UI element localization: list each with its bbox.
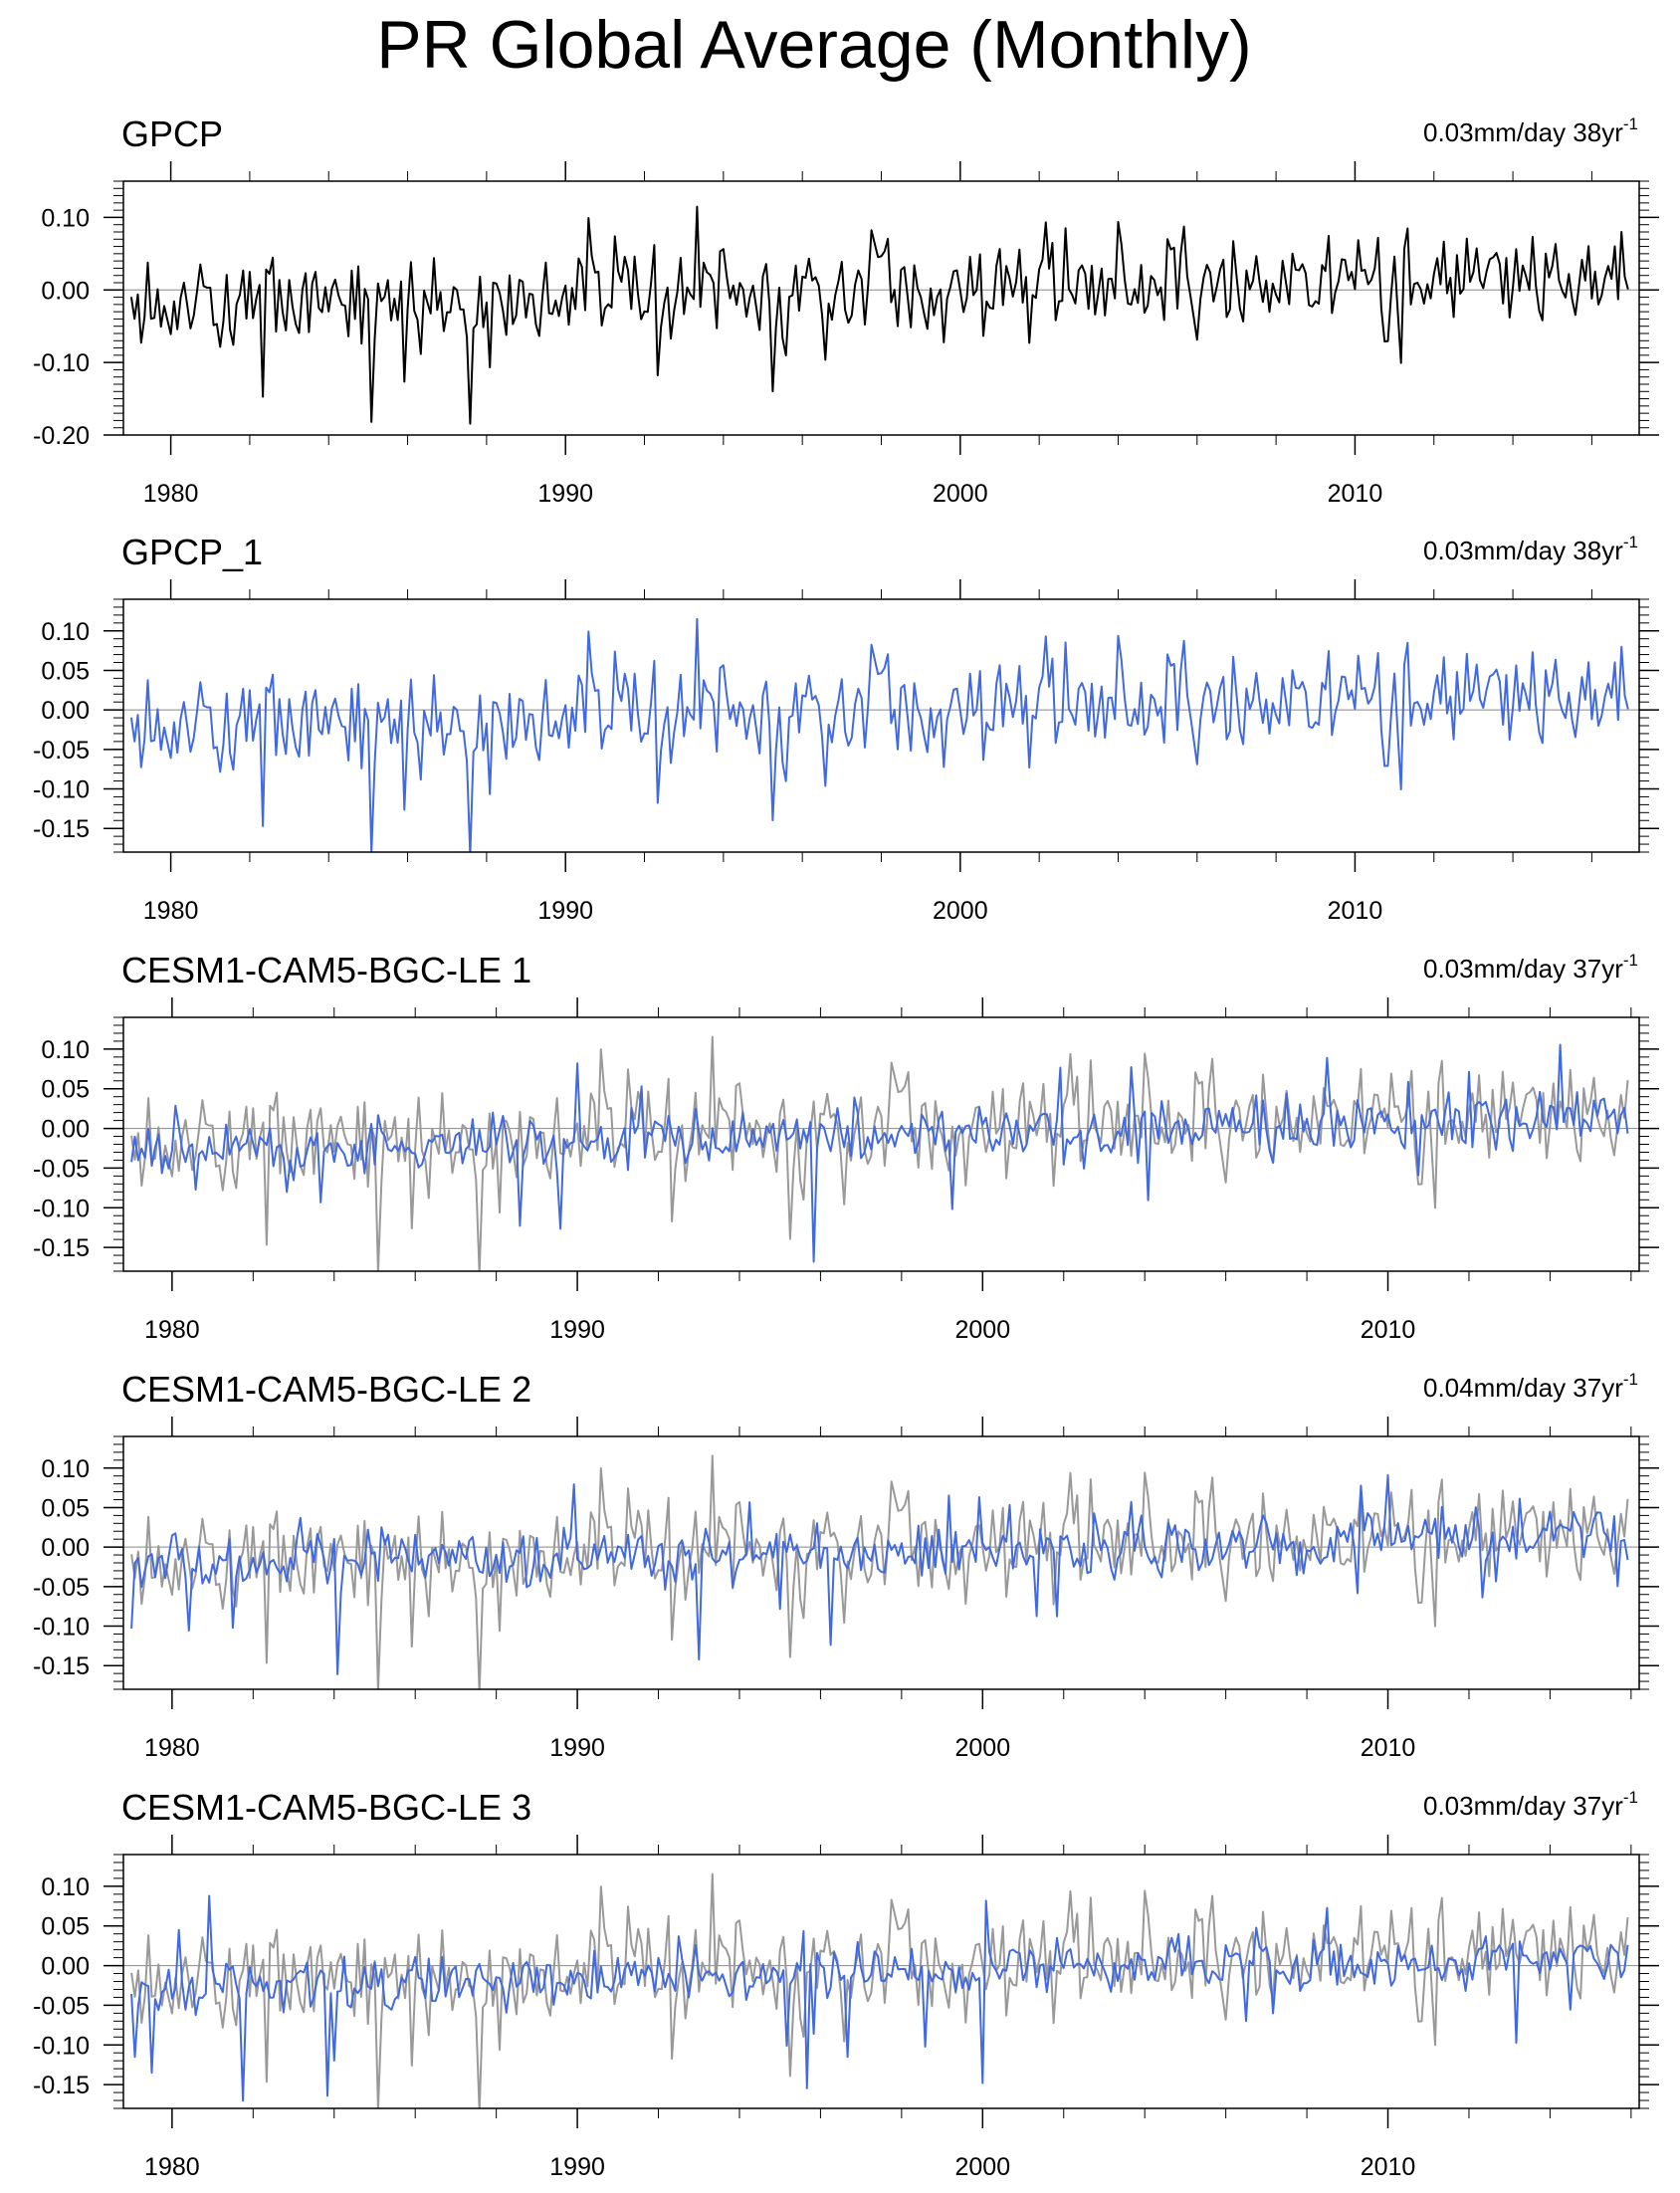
x-tick-label: 2010 [1328, 897, 1383, 925]
trend-value: 0.03mm/day 37yr [1423, 1791, 1623, 1821]
panel-2: GPCP_1 0.03mm/day 38yr-1 -0.15 -0.10 -0.05 0.… [33, 532, 1659, 925]
trend-exponent: -1 [1623, 533, 1638, 551]
x-tick-label: 1990 [549, 1734, 605, 1762]
y-tick-label: -0.10 [33, 1614, 90, 1642]
trend-label: 0.03mm/day 38yr-1 [1423, 114, 1638, 147]
y-tick-label: 0.05 [41, 1076, 90, 1104]
y-tick-label: -0.05 [33, 737, 90, 765]
y-tick-label: 0.00 [41, 277, 90, 305]
y-tick-label: -0.10 [33, 776, 90, 804]
y-tick-label: -0.05 [33, 1155, 90, 1183]
trend-label: 0.04mm/day 37yr-1 [1423, 1370, 1638, 1403]
trend-exponent: -1 [1623, 1788, 1638, 1807]
y-tick-label: -0.15 [33, 1652, 90, 1680]
panel-title: CESM1-CAM5-BGC-LE 1 [121, 950, 531, 990]
panel-title: CESM1-CAM5-BGC-LE 3 [121, 1787, 531, 1828]
x-tick-label: 2000 [933, 480, 988, 508]
y-tick-label: 0.05 [41, 1913, 90, 1941]
series-line-gpcp [129, 205, 1629, 425]
x-tick-label: 2010 [1328, 480, 1383, 508]
y-tick-label: -0.15 [33, 2072, 90, 2099]
panel-title: GPCP [121, 113, 223, 154]
y-tick-label: 0.10 [41, 1873, 90, 1901]
x-tick-label: 1980 [143, 897, 199, 925]
y-tick-label: -0.05 [33, 1574, 90, 1602]
x-tick-label: 2010 [1361, 2153, 1416, 2181]
panel-4: CESM1-CAM5-BGC-LE 2 0.04mm/day 37yr-1 -0.1… [33, 1369, 1659, 1762]
x-tick-label: 2000 [933, 897, 988, 925]
panel-title: CESM1-CAM5-BGC-LE 2 [121, 1369, 531, 1410]
panel-5: CESM1-CAM5-BGC-LE 3 0.03mm/day 37yr-1 -0.1… [33, 1787, 1659, 2181]
trend-label: 0.03mm/day 37yr-1 [1423, 1788, 1638, 1821]
y-tick-label: 0.00 [41, 697, 90, 725]
x-tick-label: 2000 [954, 1316, 1010, 1344]
y-tick-label: 0.00 [41, 1953, 90, 1981]
trend-exponent: -1 [1623, 1370, 1638, 1389]
trend-exponent: -1 [1623, 114, 1638, 133]
x-tick-label: 2000 [954, 1734, 1010, 1762]
y-tick-label: -0.10 [33, 349, 90, 377]
series-line-cesm1-cam5-bgc-le-2 [130, 1473, 1629, 1675]
x-tick-label: 1990 [537, 897, 593, 925]
x-tick-label: 2000 [954, 2153, 1010, 2181]
figure-title: PR Global Average (Monthly) [376, 7, 1251, 83]
y-tick-label: 0.10 [41, 204, 90, 232]
y-tick-label: 0.10 [41, 618, 90, 646]
y-tick-label: 0.10 [41, 1455, 90, 1483]
trend-label: 0.03mm/day 37yr-1 [1423, 951, 1638, 984]
x-tick-label: 1980 [144, 1734, 200, 1762]
x-tick-label: 1980 [144, 1316, 200, 1344]
panel-3: CESM1-CAM5-BGC-LE 1 0.03mm/day 37yr-1 -0.1… [33, 950, 1659, 1344]
series-line-gpcp [130, 1872, 1629, 2108]
y-tick-label: 0.10 [41, 1036, 90, 1064]
series-line-cesm1-cam5-bgc-le-1 [130, 1043, 1629, 1263]
y-tick-label: -0.10 [33, 1195, 90, 1222]
x-tick-label: 2010 [1361, 1316, 1416, 1344]
series-line-gpcp-1 [129, 617, 1629, 852]
x-tick-label: 1990 [549, 1316, 605, 1344]
trend-value: 0.03mm/day 38yr [1423, 117, 1623, 147]
y-tick-label: 0.05 [41, 1494, 90, 1522]
y-tick-label: 0.00 [41, 1116, 90, 1144]
trend-label: 0.03mm/day 38yr-1 [1423, 533, 1638, 565]
x-tick-label: 1990 [537, 480, 593, 508]
series-line-gpcp [130, 1454, 1629, 1689]
x-tick-label: 1980 [143, 480, 199, 508]
y-tick-label: 0.05 [41, 657, 90, 685]
y-tick-label: -0.15 [33, 815, 90, 843]
panels: GPCP 0.03mm/day 38yr-1-0.20-0.100.000.101… [33, 113, 1659, 2181]
x-tick-label: 2010 [1361, 1734, 1416, 1762]
y-tick-label: 0.00 [41, 1534, 90, 1562]
series-line-gpcp [130, 1035, 1629, 1271]
panel-title: GPCP_1 [121, 532, 263, 572]
series-line-cesm1-cam5-bgc-le-3 [130, 1894, 1629, 2102]
y-tick-label: -0.15 [33, 1234, 90, 1262]
x-tick-label: 1980 [144, 2153, 200, 2181]
trend-value: 0.03mm/day 37yr [1423, 954, 1623, 984]
x-tick-label: 1990 [549, 2153, 605, 2181]
trend-value: 0.03mm/day 38yr [1423, 536, 1623, 565]
trend-value: 0.04mm/day 37yr [1423, 1373, 1623, 1403]
trend-exponent: -1 [1623, 951, 1638, 970]
panel-1: GPCP 0.03mm/day 38yr-1 -0.20 -0.10 0.00 0.10 1… [33, 113, 1659, 508]
y-tick-label: -0.10 [33, 2032, 90, 2060]
y-tick-label: -0.05 [33, 1992, 90, 2020]
y-tick-label: -0.20 [33, 422, 90, 450]
